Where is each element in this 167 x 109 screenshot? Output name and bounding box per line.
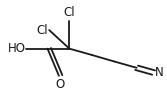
Text: N: N [155,66,164,79]
Text: O: O [55,78,64,91]
Text: Cl: Cl [64,6,75,19]
Text: HO: HO [8,42,26,55]
Text: Cl: Cl [36,24,48,37]
